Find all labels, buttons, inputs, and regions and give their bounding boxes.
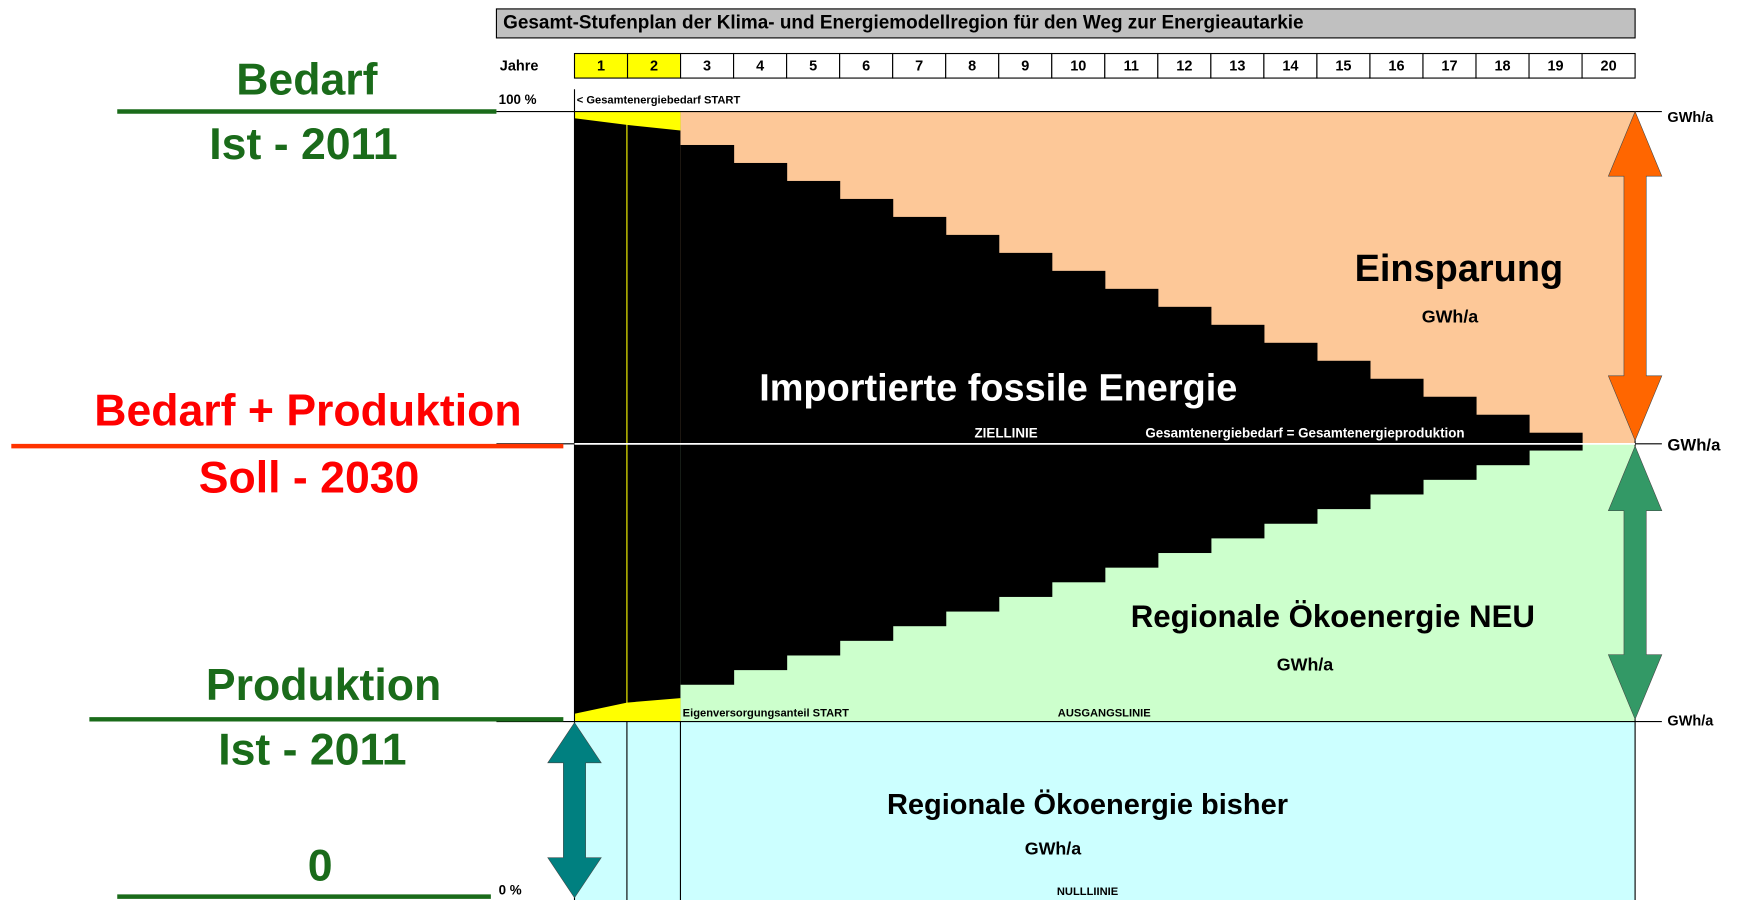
- scale-bottom: 0 %: [499, 883, 522, 898]
- stair-step: [786, 180, 841, 656]
- region-label: Einsparung: [1355, 248, 1564, 290]
- yellow-wedge: [626, 111, 681, 131]
- year-label: 13: [1229, 59, 1245, 75]
- region-unit: GWh/a: [1025, 839, 1083, 859]
- year-cell: [1581, 52, 1636, 79]
- region-note: NULLLIINIE: [1057, 886, 1118, 898]
- old-eco-arrow: [547, 722, 602, 899]
- yellow-wedge: [574, 702, 627, 722]
- stair-step: [1529, 432, 1583, 451]
- year-cell: [1316, 52, 1371, 79]
- title-box: [495, 8, 1636, 39]
- year-cell: [573, 52, 629, 79]
- year-label: 10: [1070, 59, 1086, 75]
- year-cell: [892, 52, 947, 79]
- unit-label: GWh/a: [1667, 436, 1721, 455]
- year-label: 9: [1021, 59, 1029, 75]
- stair-step: [1210, 324, 1265, 539]
- stair-step: [733, 162, 788, 671]
- left-label: 0: [308, 842, 333, 891]
- region-note: < Gesamtenergiebedarf START: [577, 94, 741, 106]
- left-label: Bedarf + Produktion: [94, 387, 521, 436]
- year-label: 19: [1547, 59, 1563, 75]
- year-cell: [1422, 52, 1477, 79]
- unit-label: GWh/a: [1667, 713, 1714, 729]
- left-label: Ist - 2011: [218, 726, 406, 775]
- unit-label: GWh/a: [1667, 110, 1714, 126]
- years-label: Jahre: [500, 59, 539, 75]
- region-label: Regionale Ökoenergie NEU: [1131, 599, 1535, 634]
- year-label: 5: [809, 59, 817, 75]
- year-cell: [1528, 52, 1583, 79]
- stair-step: [1263, 342, 1318, 524]
- year-cell: [1104, 52, 1159, 79]
- year-label: 12: [1176, 59, 1192, 75]
- year-label: 6: [862, 59, 870, 75]
- stair-step: [1316, 360, 1371, 510]
- year-label: 4: [756, 59, 764, 75]
- region-note: AUSGANGSLINIE: [1058, 708, 1151, 720]
- year-cell: [733, 52, 788, 79]
- year-cell: [1210, 52, 1265, 79]
- region-unit: GWh/a: [1277, 655, 1335, 675]
- region-note: ZIELLINIE: [975, 425, 1038, 440]
- year-label: 14: [1282, 59, 1298, 75]
- year-cell: [786, 52, 841, 79]
- left-label: Soll - 2030: [199, 453, 420, 502]
- left-label: Bedarf: [236, 55, 377, 104]
- stair-step: [839, 198, 894, 641]
- stair-step: [892, 216, 947, 627]
- left-label: Produktion: [206, 661, 441, 710]
- title: Gesamt-Stufenplan der Klima- und Energie…: [503, 12, 1303, 33]
- year-label: 8: [968, 59, 976, 75]
- year-cell: [1157, 52, 1212, 79]
- staircase: [680, 144, 1583, 685]
- old-eco-region: [574, 721, 1636, 900]
- stair-step: [1369, 378, 1424, 495]
- stair-step: [1476, 414, 1530, 466]
- scale-top: 100 %: [499, 92, 537, 107]
- stair-step: [1104, 288, 1159, 568]
- stair-step: [945, 234, 1000, 612]
- stair-step: [998, 252, 1053, 597]
- region-label: Regionale Ökoenergie bisher: [887, 788, 1288, 821]
- year-label: 7: [915, 59, 923, 75]
- yellow-wedge: [574, 111, 627, 125]
- region-note: Eigenversorgungsanteil START: [683, 708, 850, 720]
- year-cell: [945, 52, 1000, 79]
- year-cell: [839, 52, 894, 79]
- year-label: 17: [1441, 59, 1457, 75]
- years-row: 1 2 3 4 5 6 7 8 9 10 11 12 13 14 15 16 17 18 19 20: [573, 52, 1636, 79]
- yellow-wedge: [626, 698, 681, 722]
- year-cell: [680, 52, 735, 79]
- year-label: 20: [1601, 59, 1617, 75]
- savings-arrow: [1607, 110, 1663, 442]
- year-label: 11: [1124, 59, 1139, 75]
- stair-step: [1051, 270, 1106, 583]
- year-label: 3: [703, 59, 711, 75]
- year-label: 1: [597, 59, 605, 75]
- region-note: Gesamtenergiebedarf = Gesamtenergieprodu…: [1145, 425, 1464, 440]
- region-unit: GWh/a: [1422, 307, 1480, 327]
- stair-step: [1422, 396, 1477, 480]
- year-label: 18: [1494, 59, 1510, 75]
- year-label: 15: [1335, 59, 1351, 75]
- new-eco-arrow: [1607, 445, 1663, 721]
- stair-step: [1157, 306, 1212, 554]
- region-label: Importierte fossile Energie: [759, 367, 1237, 409]
- left-label: Ist - 2011: [209, 120, 397, 169]
- stair-step: [680, 144, 735, 685]
- year-label: 16: [1388, 59, 1404, 75]
- year-label: 2: [650, 59, 658, 75]
